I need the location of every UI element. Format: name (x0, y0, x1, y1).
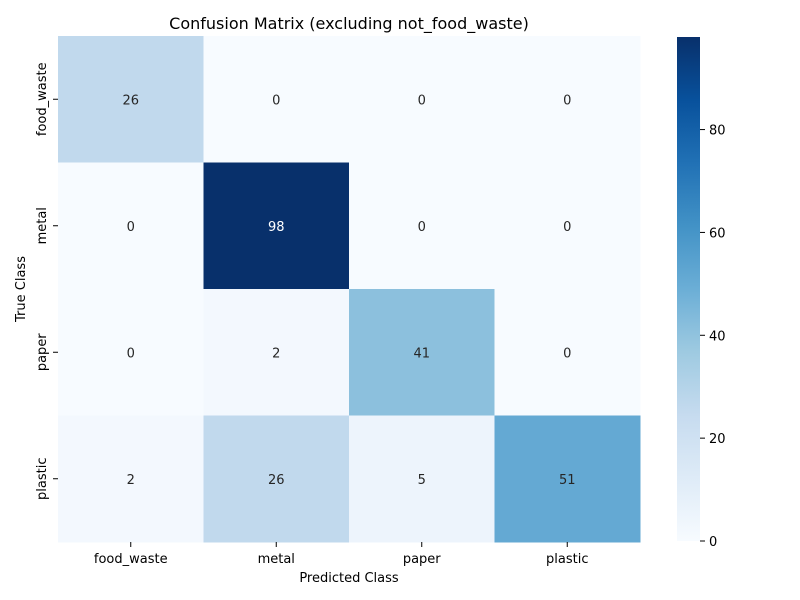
x-axis-label: Predicted Class (299, 571, 399, 586)
chart-title: Confusion Matrix (excluding not_food_was… (169, 14, 529, 34)
cell-value-label: 0 (563, 220, 571, 235)
heatmap-cell (349, 36, 495, 163)
heatmap-cell (58, 415, 204, 543)
colorbar-tick-label: 40 (709, 329, 726, 344)
heatmap-cell (494, 289, 641, 416)
cell-value-label: 0 (563, 346, 571, 361)
colorbar-gradient (677, 37, 700, 541)
heatmap-cells: 26 0 0 0 0 98 0 0 0 2 41 0 2 26 5 51 (58, 36, 641, 543)
cell-value-label: 0 (418, 220, 426, 235)
heatmap-cell (203, 289, 350, 416)
heatmap-cell (58, 162, 204, 290)
colorbar: 0 20 40 60 80 (677, 37, 726, 550)
colorbar-tick-label: 60 (709, 226, 726, 241)
heatmap-cell (203, 36, 350, 163)
y-axis-label: True Class (14, 256, 29, 323)
cell-value-label: 2 (272, 346, 280, 361)
y-tick-label: plastic (35, 458, 50, 500)
heatmap-cell (58, 289, 204, 416)
heatmap-cell (203, 162, 350, 290)
heatmap-cell (494, 415, 641, 543)
cell-value-label: 98 (268, 220, 285, 235)
heatmap-cell (494, 162, 641, 290)
heatmap-cell (349, 289, 495, 416)
colorbar-tick-label: 20 (709, 432, 726, 447)
cell-value-label: 26 (122, 93, 139, 108)
heatmap-cell (494, 36, 641, 163)
colorbar-tick-label: 80 (709, 124, 726, 139)
cell-value-label: 0 (272, 93, 280, 108)
heatmap-cell (349, 415, 495, 543)
cell-value-label: 2 (127, 473, 135, 488)
heatmap-cell (58, 36, 204, 163)
heatmap-cell (349, 162, 495, 290)
colorbar-tick-label: 0 (709, 535, 717, 550)
x-tick-label: paper (403, 552, 441, 567)
y-tick-label: food_waste (35, 62, 50, 136)
cell-value-label: 26 (268, 473, 285, 488)
cell-value-label: 41 (413, 346, 430, 361)
cell-value-label: 0 (127, 346, 135, 361)
heatmap-cell (203, 415, 350, 543)
y-tick-label: metal (35, 207, 50, 244)
x-tick-label: metal (258, 552, 295, 567)
cell-value-label: 5 (418, 473, 426, 488)
x-tick-label: plastic (546, 552, 588, 567)
cell-value-label: 0 (127, 220, 135, 235)
x-axis-ticks: food_waste metal paper plastic (94, 542, 588, 567)
cell-value-label: 0 (418, 93, 426, 108)
y-tick-label: paper (35, 333, 50, 371)
x-tick-label: food_waste (94, 552, 168, 567)
cell-value-label: 0 (563, 93, 571, 108)
cell-value-label: 51 (559, 473, 576, 488)
